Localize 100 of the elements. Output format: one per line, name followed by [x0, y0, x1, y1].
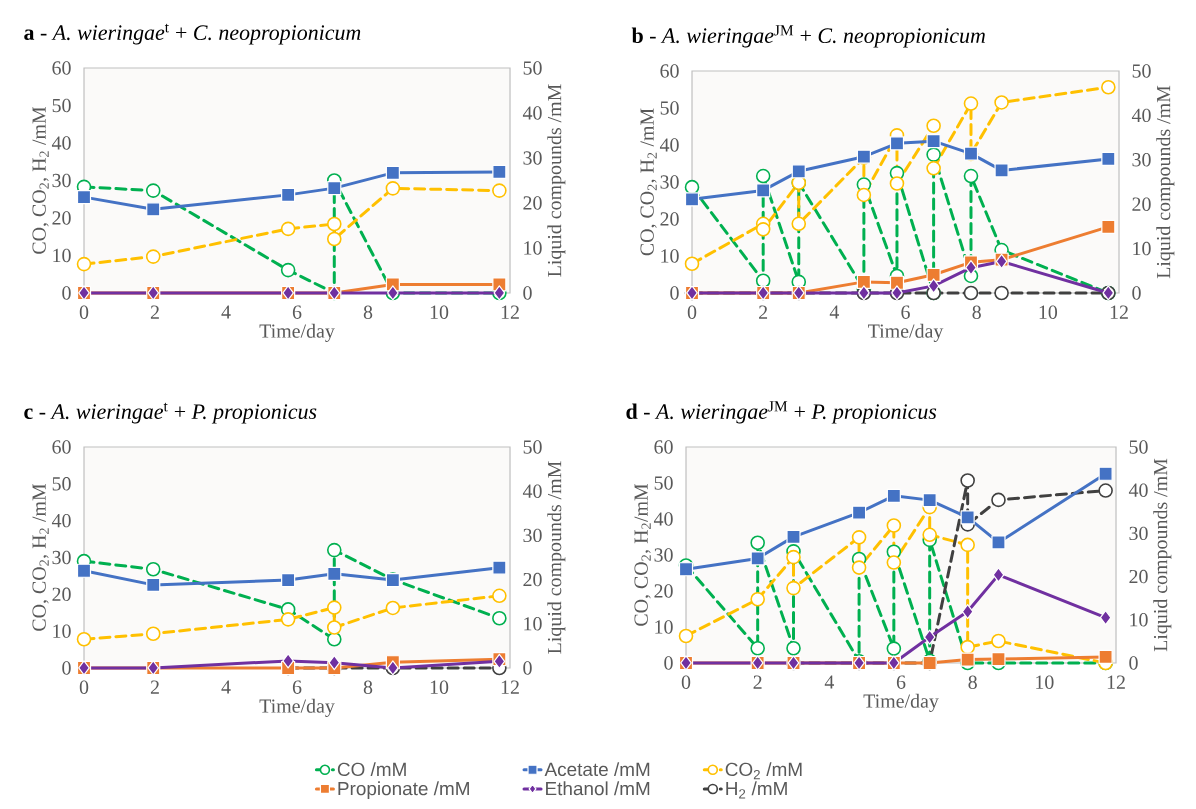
y-tick-label: 20	[52, 211, 71, 225]
x-tick-label: 12	[501, 305, 519, 319]
x-tick-label: 12	[501, 680, 519, 694]
x-tick-label: 8	[968, 675, 977, 689]
x-tick-label: 2	[753, 675, 762, 689]
y2-tick-label: 30	[1129, 526, 1148, 541]
y-tick-label: 50	[52, 477, 71, 491]
x-tick-label: 4	[221, 680, 231, 694]
x-tick-label: 10	[1039, 305, 1058, 319]
y2-tick-label: 20	[523, 572, 542, 587]
x-tick-label: 2	[759, 305, 768, 319]
y2-tick-label: 50	[523, 61, 542, 75]
y2-tick-label: 20	[1132, 197, 1151, 211]
x-tick-label: 0	[681, 675, 691, 689]
y2-tick-label: 30	[1132, 153, 1151, 167]
x-tick-label: 2	[150, 305, 159, 319]
y-tick-label: 10	[53, 248, 71, 263]
y-tick-label: 10	[661, 249, 679, 263]
y-tick-label: 0	[62, 661, 71, 675]
y-tick-label: 40	[653, 512, 673, 526]
legend-label: CO /mM	[337, 762, 406, 777]
x-tick-label: 4	[829, 305, 840, 319]
y2-tick-label: 10	[524, 241, 542, 255]
y2-tick-label: 40	[522, 106, 542, 120]
x-tick-label: 12	[1107, 675, 1125, 689]
x-tick-label: 2	[150, 680, 159, 694]
y-tick-label: 0	[670, 286, 679, 300]
x-tick-label: 4	[221, 305, 231, 319]
x-tick-label: 8	[363, 680, 373, 694]
chart-title: a - A. wieringae$^{t}$ + C. neopropionicum	[24, 23, 361, 45]
y-tick-label: 40	[51, 513, 71, 528]
y2-axis-title: Liquid compounds /mM	[547, 84, 566, 277]
y-tick-label: 10	[53, 624, 71, 638]
y2-tick-label: 0	[1129, 656, 1138, 670]
y-tick-label: 20	[654, 584, 673, 598]
y2-tick-label: 10	[1133, 241, 1151, 256]
y-tick-label: 30	[52, 550, 71, 565]
y2-tick-label: 40	[1128, 483, 1148, 497]
x-axis-title: Time/day	[259, 323, 335, 342]
y2-tick-label: 50	[523, 440, 542, 454]
y-tick-label: 20	[660, 212, 679, 226]
x-tick-label: 0	[79, 680, 89, 694]
y-tick-label: 50	[654, 476, 673, 490]
y-tick-label: 20	[52, 587, 71, 602]
x-tick-label: 0	[79, 305, 89, 319]
legend-label: Propionate /mM	[338, 781, 469, 799]
y-tick-label: 30	[52, 173, 71, 188]
y2-axis-title: Liquid compounds /mM	[547, 461, 566, 654]
y-tick-label: 60	[654, 440, 673, 454]
y2-tick-label: 20	[1129, 569, 1148, 584]
x-tick-label: 6	[292, 680, 302, 694]
y-tick-label: 50	[52, 98, 71, 113]
x-axis-title: Time/day	[863, 693, 939, 712]
x-tick-label: 10	[430, 680, 449, 694]
chart-title: c - A. wieringae$^{t}$ + P. propionicus	[24, 402, 317, 424]
y-axis-title: CO, CO$_{2}$, H$_{2}$ /mM	[32, 483, 49, 631]
chart-title: d - A. wieringae$^{JM}$ + P. propionicus	[626, 401, 937, 424]
y-tick-label: 0	[62, 286, 71, 300]
legend-label: Ethanol /mM	[546, 781, 650, 796]
y-axis-title: CO, CO$_{2}$, H$_{2}$/mM	[634, 483, 651, 626]
legend-label: CO$_{2}$ /mM	[725, 762, 802, 780]
x-tick-label: 6	[901, 305, 910, 319]
x-tick-label: 0	[687, 305, 697, 319]
y-tick-label: 60	[52, 61, 71, 75]
y-tick-label: 30	[660, 175, 679, 189]
x-tick-label: 6	[292, 305, 302, 319]
y2-tick-label: 0	[523, 661, 532, 675]
legend-label: Acetate /mM	[544, 762, 650, 777]
y2-tick-label: 10	[524, 617, 542, 631]
y-axis-title: CO, CO$_{2}$, H$_{2}$ /mM	[640, 108, 657, 256]
y2-tick-label: 30	[523, 151, 542, 165]
y-axis-title: CO, CO$_{2}$, H$_{2}$ /mM	[32, 106, 49, 254]
y-tick-label: 30	[654, 548, 673, 562]
x-tick-label: 6	[896, 675, 906, 689]
y2-axis-title: Liquid compounds /mM	[1156, 85, 1175, 279]
y2-tick-label: 20	[523, 196, 542, 210]
x-axis-title: Time/day	[259, 698, 335, 717]
x-tick-label: 10	[1036, 675, 1054, 689]
y2-tick-label: 10	[1130, 613, 1148, 627]
y2-tick-label: 50	[1129, 440, 1148, 454]
y-tick-label: 50	[660, 101, 679, 115]
y2-tick-label: 50	[1132, 64, 1151, 78]
x-tick-label: 12	[1110, 305, 1128, 319]
chart-title: b - A. wieringae$^{JM}$ + C. neopropionicum	[631, 25, 985, 48]
y2-tick-label: 40	[522, 484, 542, 498]
x-tick-label: 10	[430, 305, 449, 319]
y2-tick-label: 40	[1131, 108, 1151, 123]
x-tick-label: 8	[972, 305, 981, 319]
y-tick-label: 60	[660, 64, 679, 78]
x-axis-title: Time/day	[868, 323, 944, 342]
y2-tick-label: 0	[1132, 286, 1141, 300]
y-tick-label: 0	[664, 656, 673, 670]
y-tick-label: 10	[655, 620, 673, 634]
x-tick-label: 8	[363, 305, 373, 319]
y2-tick-label: 30	[523, 528, 542, 543]
x-tick-label: 4	[824, 675, 835, 689]
y2-tick-label: 0	[523, 286, 532, 300]
legend-label: H$_{2}$ /mM	[726, 781, 787, 799]
y-tick-label: 40	[659, 138, 679, 152]
y-tick-label: 40	[51, 136, 71, 150]
